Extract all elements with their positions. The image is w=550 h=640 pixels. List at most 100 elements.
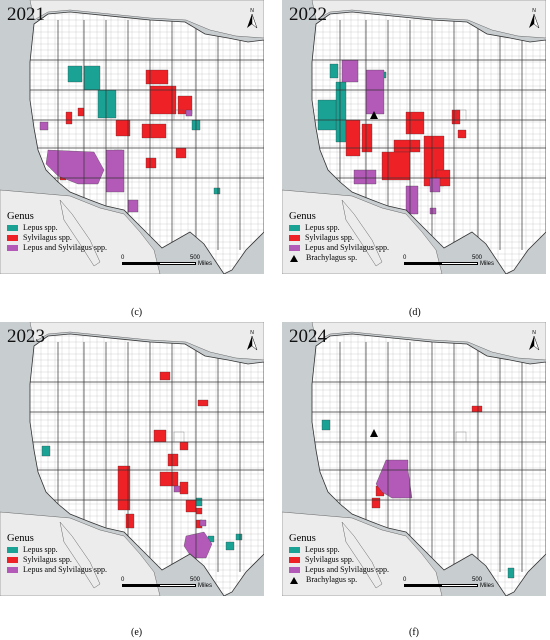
- canada-land: [311, 0, 546, 39]
- sylvilagus-region: [179, 481, 189, 495]
- caption-e: (e): [131, 627, 143, 638]
- scale-500: 500: [472, 255, 483, 261]
- both-region: [105, 149, 125, 193]
- sylvilagus-region: [361, 123, 373, 153]
- both-region: [199, 519, 207, 527]
- sylvilagus-region: [159, 471, 179, 487]
- legend-item-lepus: Lepus spp.: [289, 545, 389, 555]
- sylvilagus-region: [77, 107, 85, 117]
- panel-year: 2023: [7, 326, 45, 347]
- legend-title: Genus: [7, 533, 34, 544]
- scale-unit: Miles: [480, 583, 495, 589]
- scale-bar: 0 500 Miles: [121, 255, 212, 267]
- legend-item-sylvilagus: Sylvilagus spp.: [289, 233, 389, 243]
- sylvilagus-region: [393, 139, 421, 153]
- canada-land: [311, 322, 546, 361]
- both-region: [375, 459, 413, 499]
- lepus-region: [329, 63, 339, 79]
- north-label: N: [532, 330, 536, 336]
- legend-item-sylvilagus: Sylvilagus spp.: [7, 555, 107, 565]
- canada-land: [29, 0, 264, 39]
- map-svg: [282, 322, 546, 596]
- legend-item-lepus: Lepus spp.: [7, 223, 107, 233]
- lepus-region: [97, 89, 117, 119]
- both-region: [353, 169, 377, 185]
- both-region: [45, 149, 105, 185]
- sylvilagus-region: [185, 499, 197, 513]
- us-outline: [311, 333, 546, 596]
- lepus-region: [67, 65, 83, 83]
- north-label: N: [250, 8, 254, 14]
- sylvilagus-region: [197, 399, 209, 407]
- legend: Genus Lepus spp. Sylvilagus spp. Lepus a…: [7, 211, 107, 253]
- sylvilagus-region: [179, 441, 189, 451]
- legend-item-brachylagus: Brachylagus sp.: [289, 575, 389, 585]
- scale-unit: Miles: [198, 261, 213, 267]
- map-panel-2021: 2021 N Genus Lepus spp. Sylvilagus spp. …: [0, 0, 264, 274]
- baja-land: [341, 521, 383, 589]
- sylvilagus-region: [125, 513, 135, 529]
- lepus-region: [195, 497, 203, 507]
- scale-500: 500: [190, 255, 201, 261]
- us-outline: [29, 333, 264, 596]
- sylvilagus-region: [371, 497, 381, 509]
- map-panel-2022: 2022 N Genus Lepus spp. Sylvilagus spp. …: [282, 0, 546, 274]
- north-arrow-icon: N: [527, 6, 541, 30]
- map-panel-2023: 2023 N Genus Lepus spp. Sylvilagus spp. …: [0, 322, 264, 596]
- scale-zero: 0: [121, 577, 125, 583]
- lepus-region: [317, 99, 337, 131]
- both-region: [39, 121, 49, 131]
- sylvilagus-region: [167, 453, 179, 467]
- north-label: N: [532, 8, 536, 14]
- lepus-region: [335, 81, 347, 143]
- sylvilagus-region: [145, 69, 169, 85]
- sylvilagus-region: [345, 119, 361, 157]
- legend-item-sylvilagus: Sylvilagus spp.: [289, 555, 389, 565]
- sylvilagus-region: [195, 507, 203, 515]
- panel-year: 2024: [289, 326, 327, 347]
- lepus-region: [507, 567, 515, 579]
- scale-zero: 0: [121, 255, 125, 261]
- lepus-region: [213, 187, 221, 195]
- both-region: [185, 109, 193, 117]
- legend-title: Genus: [289, 211, 316, 222]
- baja-land: [59, 199, 101, 267]
- scale-unit: Miles: [198, 583, 213, 589]
- legend-title: Genus: [7, 211, 34, 222]
- brachylagus-marker: [370, 111, 378, 119]
- sylvilagus-region: [145, 157, 157, 169]
- scale-500: 500: [472, 577, 483, 583]
- scale-bar: 0 500 Miles: [121, 577, 212, 589]
- scale-bar: 0 500 Miles: [403, 255, 494, 267]
- legend-item-lepus: Lepus spp.: [7, 545, 107, 555]
- lepus-region: [321, 419, 331, 431]
- north-arrow-icon: N: [245, 328, 259, 352]
- legend-title: Genus: [289, 533, 316, 544]
- sylvilagus-region: [159, 371, 171, 381]
- both-region: [127, 199, 139, 213]
- sylvilagus-region: [175, 147, 187, 159]
- sylvilagus-region: [153, 429, 167, 443]
- legend-item-both: Lepus and Sylvilagus spp.: [7, 565, 107, 575]
- map-svg: [0, 0, 264, 274]
- legend-item-both: Lepus and Sylvilagus spp.: [289, 243, 389, 253]
- sylvilagus-region: [457, 129, 467, 139]
- north-arrow-icon: N: [245, 6, 259, 30]
- north-label: N: [250, 330, 254, 336]
- lepus-region: [235, 533, 243, 541]
- legend: Genus Lepus spp. Sylvilagus spp. Lepus a…: [289, 211, 389, 263]
- panel-year: 2021: [7, 4, 45, 25]
- sylvilagus-region: [65, 111, 73, 125]
- panel-year: 2022: [289, 4, 327, 25]
- both-region: [341, 59, 359, 83]
- legend-item-both: Lepus and Sylvilagus spp.: [7, 243, 107, 253]
- caption-c: (c): [131, 307, 143, 318]
- legend: Genus Lepus spp. Sylvilagus spp. Lepus a…: [7, 533, 107, 575]
- legend-item-lepus: Lepus spp.: [289, 223, 389, 233]
- map-svg: [282, 0, 546, 274]
- sylvilagus-region: [381, 151, 411, 181]
- map-svg: [0, 322, 264, 596]
- legend-item-sylvilagus: Sylvilagus spp.: [7, 233, 107, 243]
- both-region: [405, 185, 419, 215]
- us-outline: [311, 11, 546, 274]
